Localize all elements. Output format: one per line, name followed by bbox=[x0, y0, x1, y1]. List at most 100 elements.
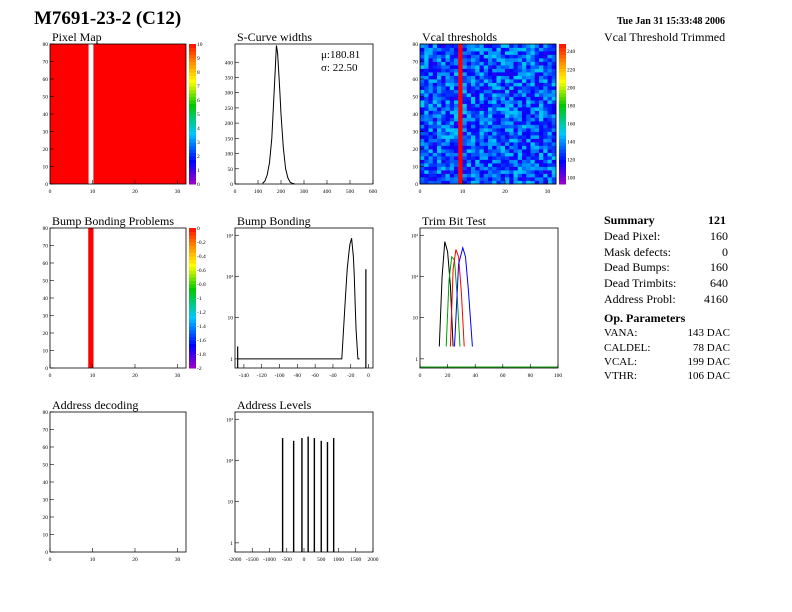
heat-cell bbox=[526, 86, 531, 90]
heat-cell bbox=[437, 131, 442, 136]
heat-cell bbox=[445, 152, 451, 157]
chart-title: Bump Bonding Problems bbox=[52, 214, 174, 228]
y-tick-label: 70 bbox=[413, 60, 419, 66]
heat-cell bbox=[475, 114, 480, 118]
heat-cell bbox=[475, 152, 480, 157]
y-tick-label: 100 bbox=[225, 152, 234, 158]
palette-cell bbox=[559, 100, 566, 104]
heat-cell bbox=[445, 121, 451, 125]
heat-cell bbox=[513, 177, 519, 181]
y-tick-label: 70 bbox=[43, 60, 49, 66]
x-tick-label: -2000 bbox=[229, 557, 242, 563]
heat-cell bbox=[483, 142, 489, 146]
heat-cell bbox=[522, 47, 527, 52]
heat-cell bbox=[543, 89, 548, 94]
heat-cell bbox=[445, 159, 451, 164]
heat-cell bbox=[449, 58, 455, 62]
heat-cell bbox=[454, 173, 459, 178]
heat-cell bbox=[471, 180, 476, 185]
heat-cell bbox=[496, 100, 502, 104]
y-tick-label: 350 bbox=[225, 75, 234, 81]
heat-cell bbox=[432, 96, 438, 101]
heat-cell bbox=[539, 47, 544, 52]
op-param-row: VANA: 143 DAC bbox=[604, 327, 734, 341]
heat-cell bbox=[539, 177, 544, 181]
heat-cell bbox=[432, 177, 438, 181]
palette-cell bbox=[189, 301, 196, 306]
y-tick-label: 60 bbox=[43, 445, 49, 451]
heat-cell bbox=[547, 159, 553, 164]
heat-cell bbox=[543, 96, 548, 101]
heat-cell bbox=[492, 163, 497, 167]
heat-cell bbox=[534, 75, 540, 80]
heat-cell bbox=[543, 128, 548, 132]
heat-cell bbox=[539, 58, 544, 62]
heat-cell bbox=[492, 156, 497, 160]
heat-cell bbox=[522, 121, 527, 125]
heat-cell bbox=[449, 124, 455, 129]
heat-cell bbox=[517, 121, 523, 125]
heat-cell bbox=[441, 75, 446, 80]
palette-cell bbox=[559, 61, 566, 66]
heat-cell bbox=[462, 47, 468, 52]
heat-cell bbox=[462, 114, 468, 118]
heat-cell bbox=[462, 110, 468, 115]
heat-cell bbox=[543, 79, 548, 83]
heat-cell bbox=[526, 121, 531, 125]
y-tick-label: 10 bbox=[43, 349, 49, 355]
heat-cell bbox=[496, 135, 502, 139]
heat-cell bbox=[551, 93, 557, 97]
heat-cell bbox=[534, 124, 540, 129]
heat-cell bbox=[479, 96, 485, 101]
heat-cell bbox=[449, 177, 455, 181]
heat-cell bbox=[522, 65, 527, 69]
heat-cell bbox=[483, 138, 489, 143]
heat-cell bbox=[479, 72, 485, 76]
heat-cell bbox=[530, 72, 536, 76]
heat-cell bbox=[539, 117, 544, 122]
heat-cell bbox=[428, 93, 434, 97]
heat-cell bbox=[424, 103, 429, 108]
heat-cell bbox=[500, 103, 506, 108]
palette-cell bbox=[189, 180, 196, 185]
heat-cell bbox=[441, 54, 446, 59]
heat-cell bbox=[441, 135, 446, 139]
heat-cell bbox=[441, 47, 446, 52]
heat-cell bbox=[432, 100, 438, 104]
heat-cell bbox=[543, 51, 548, 55]
heat-cell bbox=[475, 170, 480, 174]
x-tick-label: 0 bbox=[419, 189, 422, 195]
heat-cell bbox=[483, 114, 489, 118]
heat-cell bbox=[424, 145, 429, 150]
palette-cell bbox=[189, 242, 196, 246]
series-line bbox=[454, 245, 473, 347]
heat-cell bbox=[551, 128, 557, 132]
heat-cell bbox=[471, 149, 476, 153]
heat-cell bbox=[449, 131, 455, 136]
palette-cell bbox=[559, 138, 566, 143]
heat-cell bbox=[530, 124, 536, 129]
heat-cell bbox=[488, 177, 493, 181]
heat-cell bbox=[479, 86, 485, 90]
series-line bbox=[449, 249, 465, 347]
heat-cell bbox=[505, 82, 510, 87]
heat-cell bbox=[483, 68, 489, 73]
heat-cell bbox=[517, 65, 523, 69]
x-tick-label: 0 bbox=[49, 557, 52, 563]
heat-cell bbox=[526, 135, 531, 139]
palette-tick-label: -1.4 bbox=[197, 324, 206, 330]
heat-cell bbox=[517, 170, 523, 174]
heat-cell bbox=[543, 177, 548, 181]
heat-cell bbox=[551, 163, 557, 167]
heat-cell bbox=[488, 135, 493, 139]
palette-tick-label: 10 bbox=[197, 42, 203, 48]
heat-cell bbox=[420, 58, 425, 62]
heat-cell bbox=[526, 79, 531, 83]
heat-cell bbox=[428, 47, 434, 52]
heat-cell bbox=[517, 152, 523, 157]
heat-cell bbox=[496, 173, 502, 178]
heat-cell bbox=[471, 107, 476, 111]
heat-cell bbox=[475, 156, 480, 160]
heat-cell bbox=[526, 58, 531, 62]
